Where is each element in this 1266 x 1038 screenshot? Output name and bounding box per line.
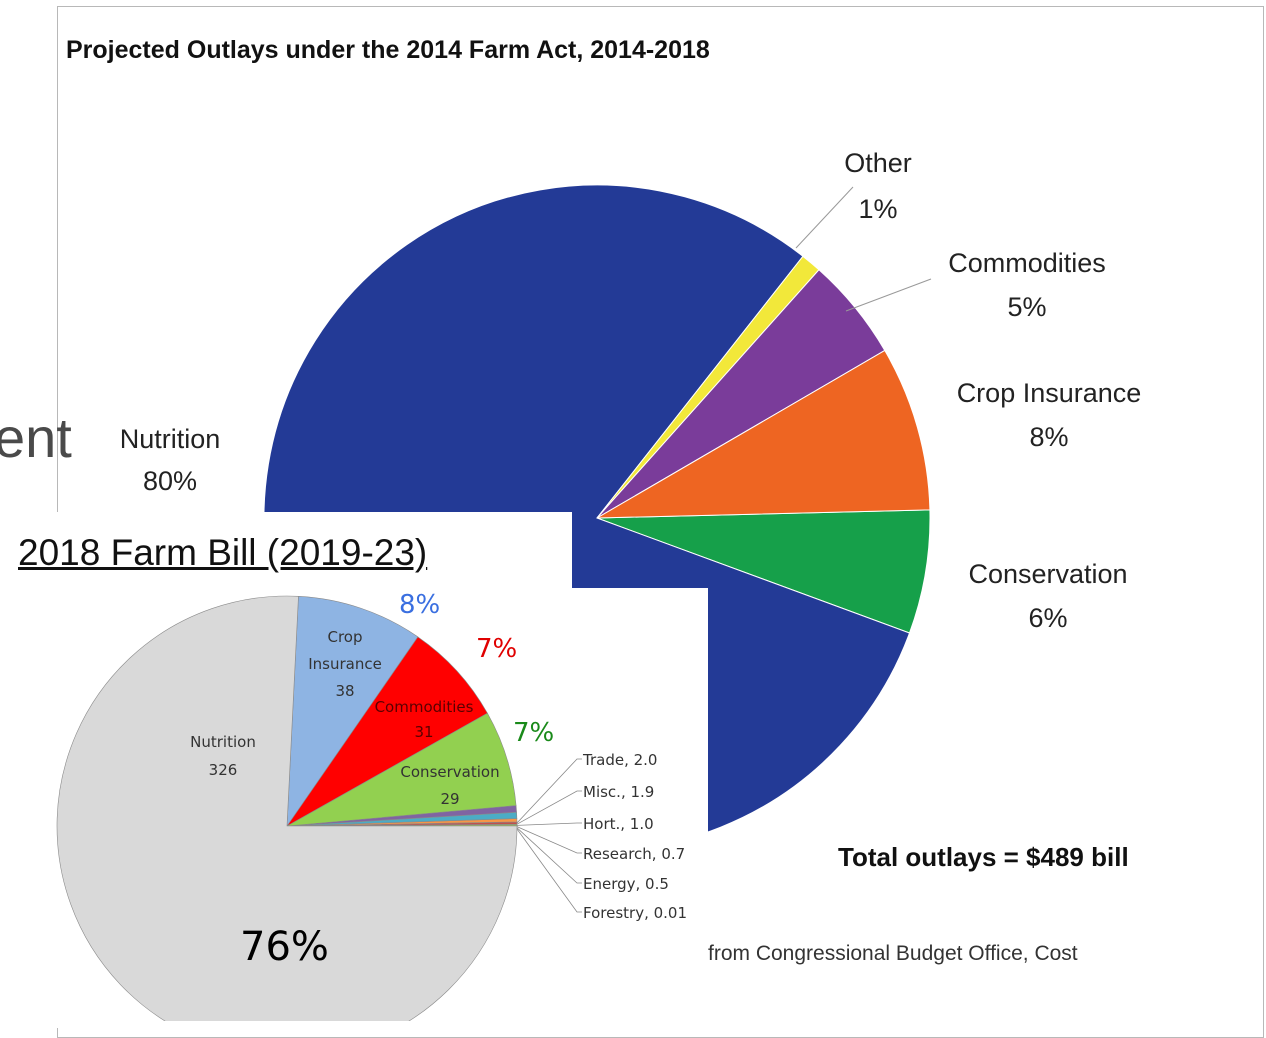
inset-small-label-energy: Energy, 0.5 <box>583 875 669 893</box>
inset-value-nutrition: 326 <box>209 761 238 779</box>
inset-crop-insurance-percent: 8% <box>399 590 440 620</box>
inset-small-label-trade: Trade, 2.0 <box>582 751 657 769</box>
inset-label-insurance: Insurance <box>308 655 382 673</box>
inset-leader-forestry <box>517 829 582 912</box>
inset-leader-misc <box>517 791 582 824</box>
inset-nutrition-percent: 76% <box>240 924 329 970</box>
inset-label-commodities: Commodities <box>375 698 474 716</box>
inset-value-commodities: 31 <box>414 723 433 741</box>
inset-small-label-hort: Hort., 1.0 <box>583 815 654 833</box>
inset-label-nutrition: Nutrition <box>190 733 256 751</box>
inset-small-label-research: Research, 0.7 <box>583 845 685 863</box>
inset-label-conservation: Conservation <box>400 763 499 781</box>
inset-commodities-percent: 7% <box>476 634 517 664</box>
inset-leader-trade <box>517 759 582 823</box>
inset-label-crop: Crop <box>327 628 362 646</box>
inset-leader-hort <box>517 823 582 825</box>
inset-leader-energy <box>517 828 582 883</box>
inset-conservation-percent: 7% <box>513 718 554 748</box>
inset-value-conservation: 29 <box>440 790 459 808</box>
inset-value-crop-insurance: 38 <box>335 682 354 700</box>
inset-small-label-misc: Misc., 1.9 <box>583 783 654 801</box>
inset-small-label-forestry: Forestry, 0.01 <box>583 904 687 922</box>
inset-leader-research <box>517 827 582 853</box>
